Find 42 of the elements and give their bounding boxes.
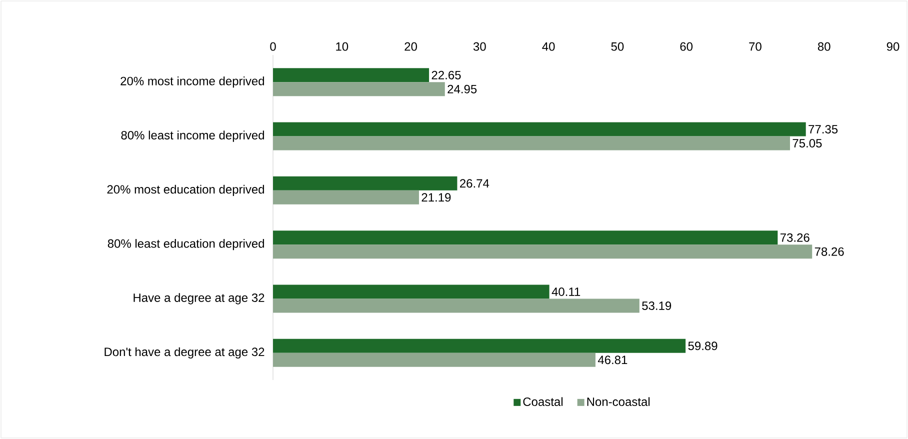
legend-label: Non-coastal (587, 397, 650, 406)
data-label: 73.26 (780, 233, 810, 242)
data-label: 22.65 (432, 70, 461, 80)
bar (273, 176, 458, 190)
x-tick-label: 20 (404, 42, 417, 51)
data-label: 75.05 (792, 139, 822, 148)
data-label: 46.81 (598, 356, 628, 364)
data-label: 78.26 (814, 247, 844, 256)
y-tick-label: Don't have a degree at age 32 (104, 347, 264, 359)
bar (273, 136, 790, 150)
y-tick-label: 80% least income deprived (121, 130, 264, 142)
bar (273, 352, 596, 367)
x-tick-label: 0 (270, 42, 276, 51)
bar (273, 190, 419, 204)
x-tick-label: 60 (680, 42, 693, 51)
data-label: 40.11 (552, 288, 580, 296)
x-tick-label: 90 (886, 42, 900, 51)
data-label: 26.74 (460, 179, 490, 188)
bar (273, 244, 812, 259)
x-tick-label: 30 (473, 42, 486, 51)
bar (273, 82, 445, 96)
x-tick-label: 70 (749, 42, 762, 51)
legend-label: Coastal (523, 397, 563, 406)
x-tick-label: 40 (542, 42, 555, 51)
y-tick-label: 20% most education deprived (107, 184, 264, 196)
bar (273, 230, 778, 245)
y-tick-label: Have a degree at age 32 (134, 293, 264, 304)
bar (273, 122, 806, 136)
y-tick-label: 80% least education deprived (108, 238, 264, 250)
bar (273, 298, 640, 313)
x-tick-label: 80 (818, 42, 830, 51)
data-label: 59.89 (688, 342, 718, 350)
x-tick-label: 50 (611, 42, 624, 51)
bar (273, 68, 430, 82)
bar (273, 284, 550, 299)
data-label: 77.35 (808, 125, 838, 134)
data-label: 24.95 (448, 84, 477, 94)
x-tick-label: 10 (336, 42, 348, 51)
bar (273, 338, 686, 353)
y-tick-label: 20% most income deprived (120, 76, 264, 88)
data-label: 21.19 (422, 193, 451, 202)
data-label: 53.19 (642, 302, 672, 310)
